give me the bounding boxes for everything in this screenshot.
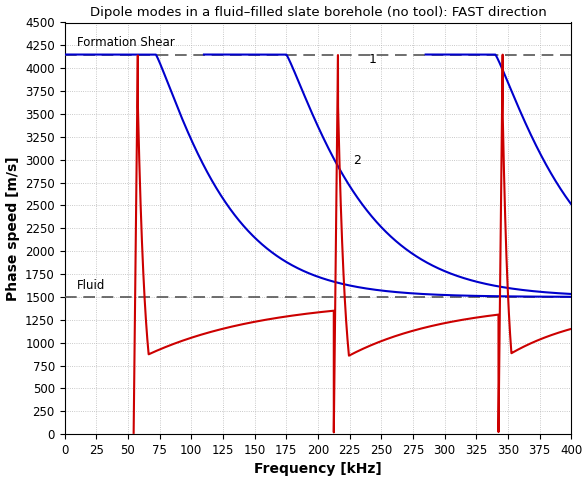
Title: Dipole modes in a fluid–filled slate borehole (no tool): FAST direction: Dipole modes in a fluid–filled slate bor… xyxy=(89,6,546,18)
X-axis label: Frequency [kHz]: Frequency [kHz] xyxy=(254,462,382,476)
Y-axis label: Phase speed [m/s]: Phase speed [m/s] xyxy=(5,156,19,301)
Text: 1: 1 xyxy=(369,53,376,66)
Text: Fluid: Fluid xyxy=(77,279,106,292)
Text: Formation Shear: Formation Shear xyxy=(77,37,175,50)
Text: 2: 2 xyxy=(353,154,361,167)
